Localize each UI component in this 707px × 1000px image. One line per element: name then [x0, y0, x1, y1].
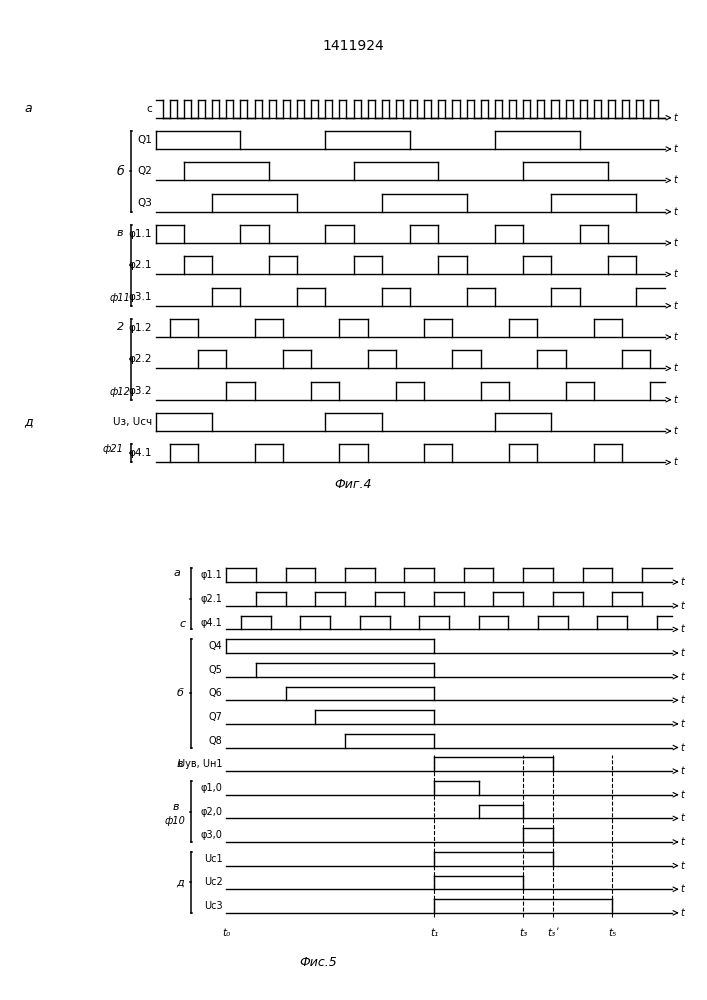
Text: Q2: Q2 [137, 166, 152, 176]
Text: t₁: t₁ [430, 928, 438, 938]
Text: с: с [180, 619, 185, 629]
Text: Uс2: Uс2 [204, 877, 223, 887]
Text: t: t [680, 837, 684, 847]
Text: Q8: Q8 [209, 736, 223, 746]
Text: φ2.1: φ2.1 [129, 260, 152, 270]
Text: t: t [673, 426, 677, 436]
Text: t: t [673, 332, 677, 342]
Text: t: t [680, 743, 684, 753]
Text: Q3: Q3 [137, 198, 152, 208]
Text: φ2.2: φ2.2 [129, 354, 152, 364]
Text: t: t [680, 601, 684, 611]
Text: Q4: Q4 [209, 641, 223, 651]
Text: φ1.2: φ1.2 [129, 323, 152, 333]
Text: t: t [673, 144, 677, 154]
Text: φ3,0: φ3,0 [201, 830, 223, 840]
Text: t: t [673, 113, 677, 123]
Text: t: t [673, 238, 677, 248]
Text: t₃ʹ: t₃ʹ [547, 928, 559, 938]
Text: φ2.1: φ2.1 [201, 594, 223, 604]
Text: φ1.1: φ1.1 [129, 229, 152, 239]
Text: Q6: Q6 [209, 688, 223, 698]
Text: ф21: ф21 [103, 444, 124, 454]
Text: φ4.1: φ4.1 [129, 448, 152, 458]
Text: Uув, Uн1: Uув, Uн1 [178, 759, 223, 769]
Text: t: t [680, 695, 684, 705]
Text: t: t [680, 648, 684, 658]
Text: t: t [680, 624, 684, 634]
Text: t: t [680, 790, 684, 800]
Text: t: t [680, 672, 684, 682]
Text: t: t [673, 207, 677, 217]
Text: Uз, Uсч: Uз, Uсч [113, 417, 152, 427]
Text: ф11: ф11 [110, 293, 131, 303]
Text: 2: 2 [117, 322, 124, 332]
Text: t₃: t₃ [519, 928, 527, 938]
Text: Q5: Q5 [209, 665, 223, 675]
Text: Uс1: Uс1 [204, 854, 223, 864]
Text: φ4.1: φ4.1 [201, 618, 223, 628]
Text: t: t [680, 719, 684, 729]
Text: t: t [680, 861, 684, 871]
Text: φ3.2: φ3.2 [129, 386, 152, 396]
Text: в: в [177, 759, 184, 769]
Text: ф10: ф10 [165, 816, 186, 826]
Text: t: t [680, 884, 684, 894]
Text: а: а [173, 568, 180, 578]
Text: t: t [680, 908, 684, 918]
Text: c: c [146, 104, 152, 114]
Text: t: t [673, 301, 677, 311]
Text: φ1,0: φ1,0 [201, 783, 223, 793]
Text: φ1.1: φ1.1 [201, 570, 223, 580]
Text: t: t [673, 269, 677, 279]
Text: φ3.1: φ3.1 [129, 292, 152, 302]
Text: t: t [673, 175, 677, 185]
Text: б: б [117, 165, 124, 178]
Text: t: t [680, 766, 684, 776]
Text: Фиг.4: Фиг.4 [334, 478, 373, 491]
Text: t: t [673, 395, 677, 405]
Text: t: t [680, 813, 684, 823]
Text: Q1: Q1 [137, 135, 152, 145]
Text: Q7: Q7 [209, 712, 223, 722]
Text: в: в [172, 802, 179, 812]
Text: t: t [680, 577, 684, 587]
Text: б: б [177, 688, 184, 698]
Text: ф12: ф12 [110, 387, 131, 397]
Text: д: д [24, 415, 33, 428]
Text: Фис.5: Фис.5 [299, 956, 337, 969]
Text: t₀: t₀ [222, 928, 230, 938]
Text: φ2,0: φ2,0 [201, 807, 223, 817]
Text: а: а [25, 102, 32, 115]
Text: в: в [117, 228, 124, 238]
Text: Uс3: Uс3 [204, 901, 223, 911]
Text: t: t [673, 457, 677, 467]
Text: t₅: t₅ [608, 928, 617, 938]
Text: д: д [177, 877, 184, 887]
Text: 1411924: 1411924 [322, 39, 385, 53]
Text: t: t [673, 363, 677, 373]
